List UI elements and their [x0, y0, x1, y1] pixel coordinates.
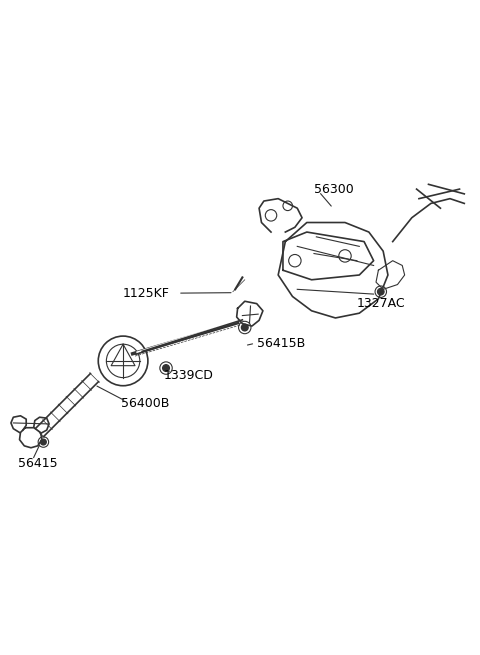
Text: 1339CD: 1339CD — [164, 369, 214, 382]
Circle shape — [377, 288, 384, 295]
Circle shape — [163, 365, 169, 371]
Text: 1125KF: 1125KF — [123, 287, 170, 299]
Text: 1327AC: 1327AC — [357, 297, 406, 310]
Text: 56415: 56415 — [18, 457, 58, 470]
Text: 56300: 56300 — [314, 183, 354, 196]
Circle shape — [241, 324, 248, 331]
Text: 56415B: 56415B — [257, 337, 305, 350]
Text: 56400B: 56400B — [120, 398, 169, 410]
Circle shape — [40, 439, 46, 445]
